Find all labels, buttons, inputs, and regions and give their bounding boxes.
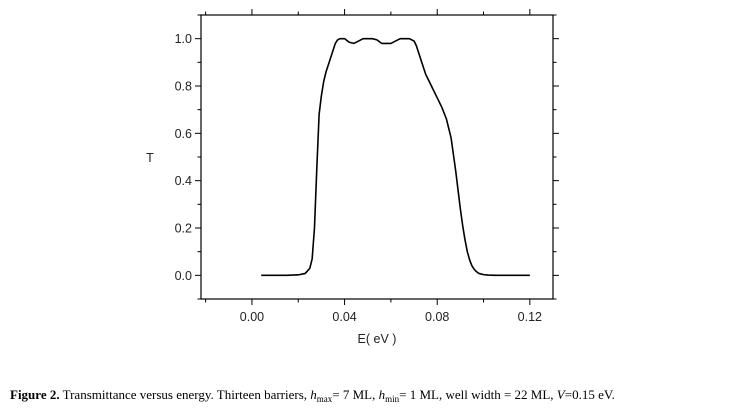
caption-label: Figure 2. [10, 387, 60, 402]
tick-labels: 0.00 0.04 0.08 0.12 0.0 0.2 0.4 0.6 0.8 1.0 [175, 32, 542, 324]
y-tick-label: 0.8 [175, 80, 192, 94]
plot-frame [200, 14, 554, 300]
axis-ticks [195, 9, 559, 305]
transmittance-curve [261, 37, 530, 277]
y-axis-label: T [146, 151, 154, 165]
caption-text-1: Transmittance versus energy. Thirteen ba… [59, 387, 311, 402]
figure-caption: Figure 2. Transmittance versus energy. T… [10, 387, 730, 404]
x-axis-label: E( eV ) [358, 332, 397, 346]
caption-text-4: =0.15 eV. [564, 387, 615, 402]
caption-text-2: = 7 ML, [332, 387, 379, 402]
caption-sub-min: min [385, 394, 400, 404]
y-tick-label: 0.0 [175, 269, 192, 283]
transmittance-chart: 0.00 0.04 0.08 0.12 0.0 0.2 0.4 0.6 0.8 1.0 E( eV… [146, 9, 559, 346]
x-tick-label: 0.12 [518, 310, 542, 324]
x-tick-label: 0.00 [240, 310, 264, 324]
y-tick-label: 0.4 [175, 174, 192, 188]
caption-sub-max: max [316, 394, 333, 404]
caption-h-min-symbol: h [378, 387, 386, 402]
x-tick-label: 0.08 [425, 310, 449, 324]
y-tick-label: 0.6 [175, 127, 192, 141]
y-tick-label: 0.2 [175, 222, 192, 236]
caption-text-3: = 1 ML, well width = 22 ML, [399, 387, 557, 402]
caption-h-max-symbol: h [310, 387, 317, 402]
y-tick-label: 1.0 [175, 32, 192, 46]
caption-v-symbol: V [556, 387, 565, 402]
x-tick-label: 0.04 [332, 310, 356, 324]
